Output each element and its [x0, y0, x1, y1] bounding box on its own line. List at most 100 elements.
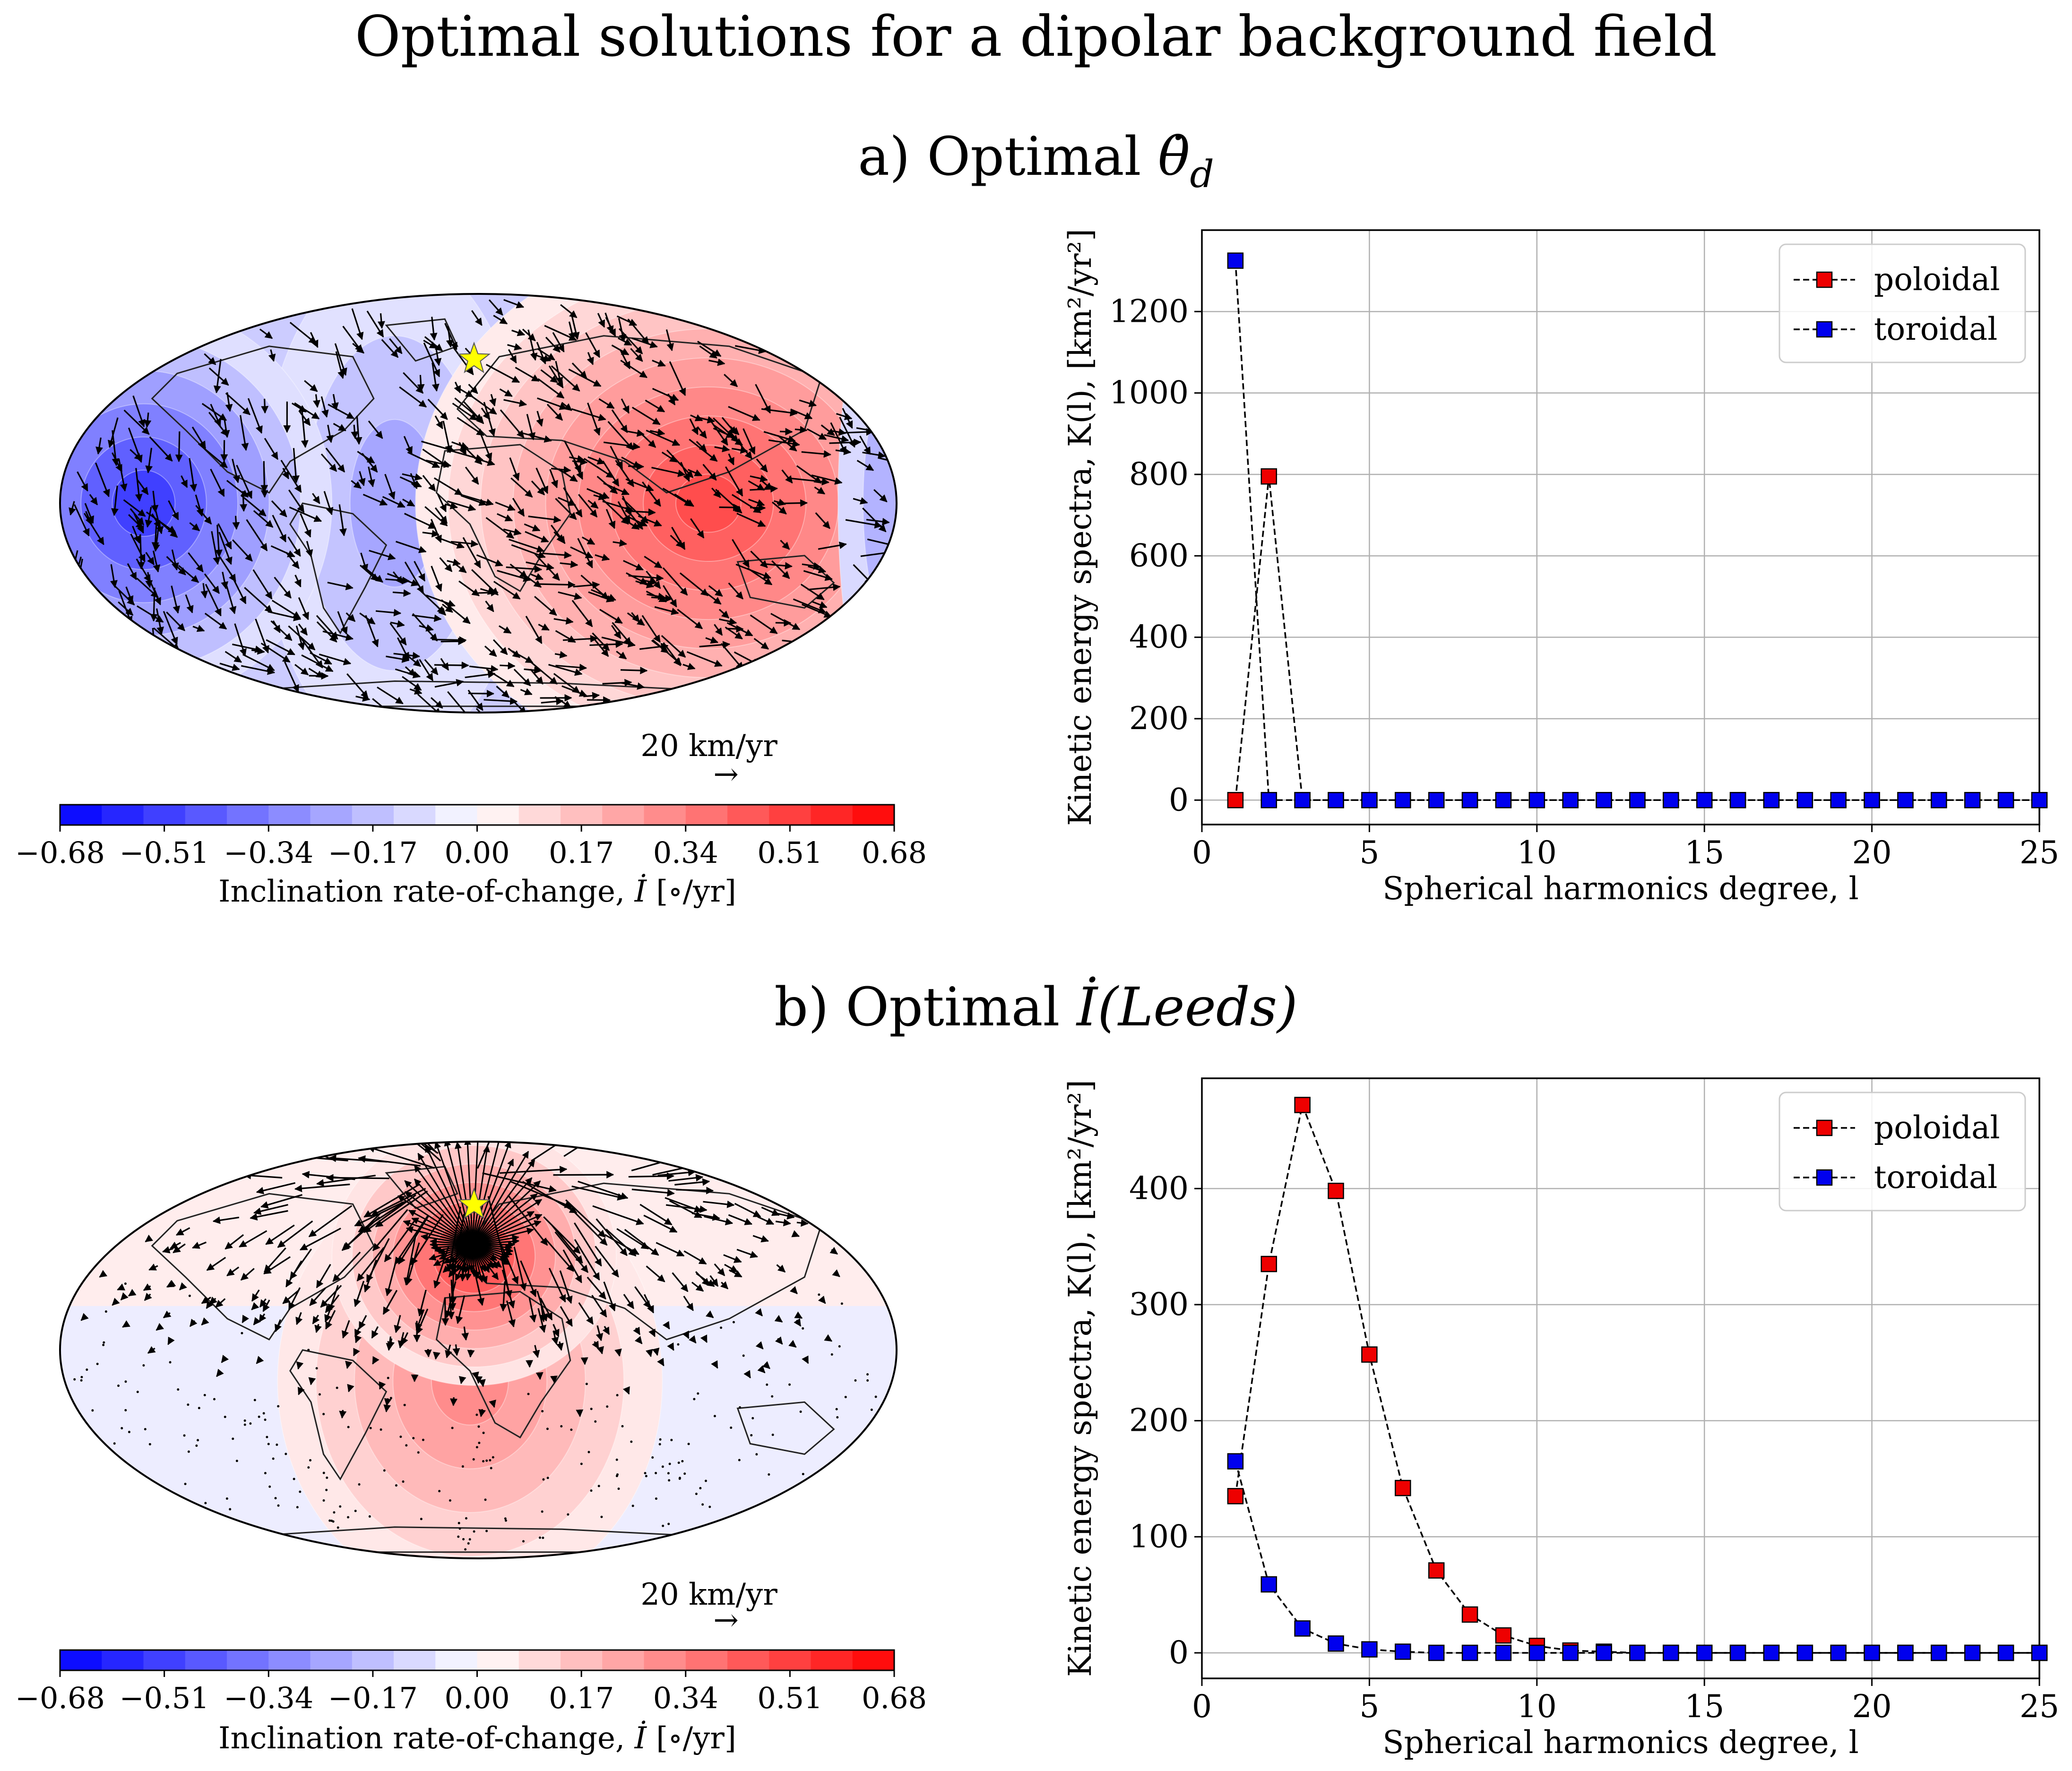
velocity-arrow — [562, 635, 598, 643]
velocity-arrow — [250, 1210, 288, 1221]
velocity-arrow — [720, 1281, 728, 1290]
panel-a-title: a) Optimal θ̇d — [858, 126, 1214, 196]
velocity-arrow — [672, 1272, 689, 1292]
figure-title: Optimal solutions for a dipolar backgrou… — [355, 4, 1717, 69]
velocity-arrow — [628, 1172, 674, 1180]
velocity-arrow — [203, 1393, 206, 1396]
velocity-arrow — [689, 418, 699, 435]
velocity-arrow — [270, 545, 295, 558]
velocity-arrow — [736, 513, 766, 527]
velocity-arrow — [571, 408, 606, 421]
velocity-arrow — [112, 1298, 120, 1306]
velocity-arrow — [742, 428, 756, 455]
velocity-arrow — [431, 1244, 473, 1251]
velocity-arrow — [628, 463, 645, 471]
velocity-arrow — [284, 662, 299, 693]
velocity-arrow — [385, 1259, 397, 1297]
velocity-arrow — [211, 531, 221, 565]
point-toroidal — [1361, 1641, 1378, 1658]
velocity-arrow — [362, 566, 383, 583]
velocity-arrow — [530, 669, 544, 685]
velocity-arrow — [646, 591, 667, 602]
coastline — [289, 502, 388, 635]
velocity-arrow — [395, 668, 421, 679]
velocity-arrow — [820, 424, 835, 436]
velocity-arrow — [553, 531, 565, 542]
velocity-arrow — [748, 480, 765, 491]
velocity-arrow — [485, 1459, 488, 1462]
velocity-arrow — [697, 1392, 699, 1395]
colorbar-tick-label: −0.17 — [328, 835, 418, 870]
velocity-arrow — [616, 651, 627, 660]
velocity-arrow — [195, 505, 212, 525]
velocity-arrow — [316, 1175, 376, 1187]
velocity-arrow — [219, 662, 240, 671]
velocity-arrow — [873, 489, 888, 503]
y-tick-label: 200 — [1129, 700, 1189, 737]
velocity-arrow — [486, 669, 515, 688]
velocity-arrow — [259, 1298, 268, 1308]
velocity-arrow — [556, 1341, 564, 1351]
velocity-arrow — [246, 519, 268, 551]
velocity-arrow — [596, 1325, 604, 1341]
point-toroidal — [1830, 1644, 1847, 1661]
velocity-arrow — [650, 429, 665, 436]
velocity-arrow — [438, 1490, 441, 1493]
leeds-star-icon — [457, 342, 491, 373]
velocity-arrow — [433, 477, 463, 496]
colorbar-swatch — [60, 1650, 102, 1670]
velocity-arrow — [224, 1234, 244, 1250]
velocity-arrow — [419, 624, 434, 632]
velocity-arrow — [677, 1343, 680, 1346]
velocity-arrow — [224, 651, 242, 663]
velocity-arrow — [549, 469, 558, 489]
x-axis-label: Spherical harmonics degree, l — [1382, 1724, 1859, 1761]
velocity-arrow — [345, 612, 356, 622]
velocity-arrow — [377, 313, 385, 329]
point-toroidal — [1461, 1644, 1478, 1661]
velocity-arrow — [215, 1298, 226, 1308]
velocity-arrow — [757, 1216, 775, 1225]
velocity-arrow — [615, 1458, 618, 1461]
velocity-arrow — [689, 1335, 697, 1344]
velocity-arrow — [588, 591, 614, 602]
colorbar-swatch — [727, 805, 769, 825]
velocity-arrow — [472, 1211, 535, 1246]
velocity-arrow — [801, 603, 832, 618]
point-poloidal — [1227, 792, 1244, 808]
velocity-arrow — [414, 560, 426, 582]
velocity-arrow — [368, 1515, 371, 1518]
velocity-arrow — [498, 625, 512, 634]
velocity-arrow — [437, 493, 447, 513]
velocity-arrow — [659, 1438, 662, 1441]
colorbar-swatch — [102, 1650, 144, 1670]
velocity-arrow — [282, 467, 289, 480]
velocity-arrow — [708, 1505, 711, 1508]
point-toroidal — [1227, 252, 1244, 269]
velocity-arrow — [587, 456, 605, 464]
velocity-arrow — [379, 1381, 386, 1390]
velocity-arrow — [730, 1426, 733, 1429]
colorbar-swatch — [435, 805, 477, 825]
velocity-arrow — [414, 1178, 474, 1245]
point-toroidal — [2031, 1644, 2048, 1661]
velocity-arrow — [829, 1247, 838, 1255]
velocity-arrow — [676, 1186, 714, 1195]
velocity-arrow — [440, 637, 466, 645]
series-line-toroidal — [1235, 1461, 2039, 1654]
colorbar-swatch — [227, 805, 269, 825]
plot-frame — [1201, 229, 2040, 825]
colorbar-tick-label: 0.51 — [757, 835, 822, 870]
velocity-arrow — [772, 501, 787, 515]
velocity-arrow — [482, 1460, 485, 1463]
y-tick-label: 1000 — [1109, 375, 1189, 411]
velocity-arrow — [354, 1281, 365, 1307]
legend — [1778, 1092, 2026, 1212]
velocity-arrow — [369, 1427, 372, 1429]
velocity-arrow — [444, 502, 458, 509]
velocity-arrow — [500, 1166, 568, 1174]
colorbar-swatch — [602, 1650, 644, 1670]
velocity-arrow — [80, 1313, 89, 1321]
velocity-arrow — [358, 1315, 367, 1330]
y-tick-label: 0 — [1169, 1634, 1189, 1671]
